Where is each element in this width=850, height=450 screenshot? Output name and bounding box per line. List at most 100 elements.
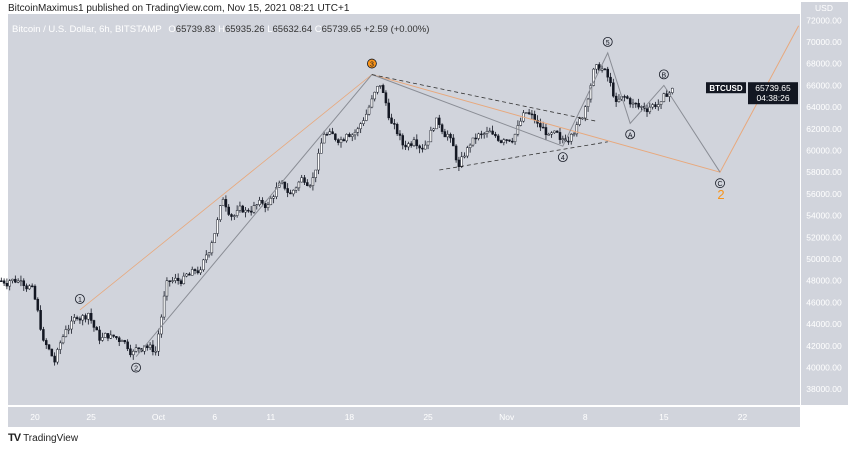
- price-tick: 60000.00: [806, 146, 842, 156]
- candle: [81, 315, 84, 321]
- candle: [36, 298, 40, 311]
- candle: [146, 345, 149, 348]
- wave-label-2: 2: [134, 366, 138, 373]
- candle: [567, 140, 570, 143]
- candle: [589, 85, 593, 100]
- last-price: 65739.65: [755, 83, 791, 93]
- candle: [558, 132, 562, 140]
- candle: [148, 344, 152, 348]
- candle: [249, 210, 253, 213]
- candle: [84, 315, 87, 320]
- close-value: 65739.65: [321, 24, 362, 35]
- candle: [311, 177, 315, 186]
- candle: [609, 76, 612, 84]
- candle: [657, 104, 660, 108]
- candle: [353, 131, 357, 136]
- candle: [157, 333, 160, 352]
- candle: [398, 133, 402, 136]
- candle: [16, 280, 20, 283]
- candle: [671, 87, 674, 93]
- candle: [196, 270, 200, 274]
- candle: [438, 117, 441, 125]
- candle: [412, 139, 416, 146]
- candle: [53, 355, 56, 363]
- bar-countdown: 04:38:26: [756, 93, 789, 103]
- plot-area: [8, 14, 800, 405]
- candle: [449, 133, 452, 139]
- candle: [151, 344, 155, 353]
- candle: [8, 280, 11, 287]
- candle: [331, 131, 334, 135]
- price-tick: 42000.00: [806, 341, 842, 351]
- candle: [659, 101, 663, 105]
- tradingview-logo[interactable]: TV TradingView: [8, 432, 78, 444]
- candle: [651, 104, 654, 108]
- candle: [387, 102, 390, 119]
- wave-label-C: C: [717, 181, 722, 188]
- price-tick: 56000.00: [806, 189, 842, 199]
- candle: [241, 205, 244, 213]
- candle: [376, 86, 379, 93]
- candle: [154, 350, 157, 353]
- candle: [365, 113, 368, 121]
- candle: [219, 205, 222, 221]
- wave-label-1: 1: [78, 297, 82, 304]
- candle: [238, 205, 242, 211]
- candle: [230, 214, 233, 217]
- candle: [44, 340, 48, 346]
- candle: [89, 313, 93, 321]
- price-tick: 64000.00: [806, 102, 842, 112]
- time-tick: 18: [345, 412, 355, 422]
- candle: [440, 124, 444, 132]
- candle: [474, 137, 478, 140]
- candle: [409, 143, 413, 146]
- candle: [98, 329, 101, 341]
- candle: [50, 348, 54, 357]
- candle: [539, 123, 542, 128]
- price-tick: 48000.00: [806, 276, 842, 286]
- candle: [199, 269, 202, 274]
- candle: [182, 275, 186, 284]
- candle: [600, 68, 604, 71]
- wave-label-A: A: [628, 132, 633, 139]
- candle: [303, 177, 306, 183]
- candle: [106, 333, 110, 339]
- candle: [336, 139, 340, 143]
- candle: [373, 91, 376, 100]
- candle: [179, 280, 183, 284]
- candle: [283, 181, 287, 189]
- candle: [221, 199, 225, 206]
- candle: [261, 199, 264, 204]
- ticker-badge: [706, 82, 746, 94]
- candle: [446, 133, 449, 138]
- projection-line: [79, 74, 373, 311]
- candle: [42, 329, 45, 341]
- candle: [75, 317, 79, 319]
- candle: [432, 128, 435, 131]
- tv-logo-icon: TV: [8, 432, 21, 444]
- candle: [471, 137, 475, 146]
- candle: [56, 349, 59, 363]
- candle: [252, 205, 256, 213]
- candle: [418, 145, 421, 149]
- time-tick: Nov: [499, 412, 515, 422]
- price-chart[interactable]: 38000.00 40000.00 42000.00 44000.00 46000.00…: [0, 0, 850, 430]
- candle: [443, 131, 447, 138]
- price-tick: 72000.00: [806, 15, 842, 25]
- candle: [466, 147, 469, 157]
- candle: [485, 131, 489, 134]
- candle: [555, 130, 559, 133]
- candle: [294, 187, 298, 191]
- candle: [415, 139, 419, 147]
- triangle-lower-line: [439, 141, 608, 171]
- candle: [519, 120, 522, 126]
- candle: [109, 334, 113, 339]
- ticker-label: BTCUSD: [709, 84, 743, 93]
- candle: [370, 98, 374, 108]
- candle: [550, 132, 553, 135]
- candle: [404, 144, 407, 148]
- wave-label-circle: [75, 294, 85, 304]
- candle: [28, 285, 31, 290]
- candle: [126, 341, 129, 350]
- wave-label-3: 3: [370, 62, 374, 69]
